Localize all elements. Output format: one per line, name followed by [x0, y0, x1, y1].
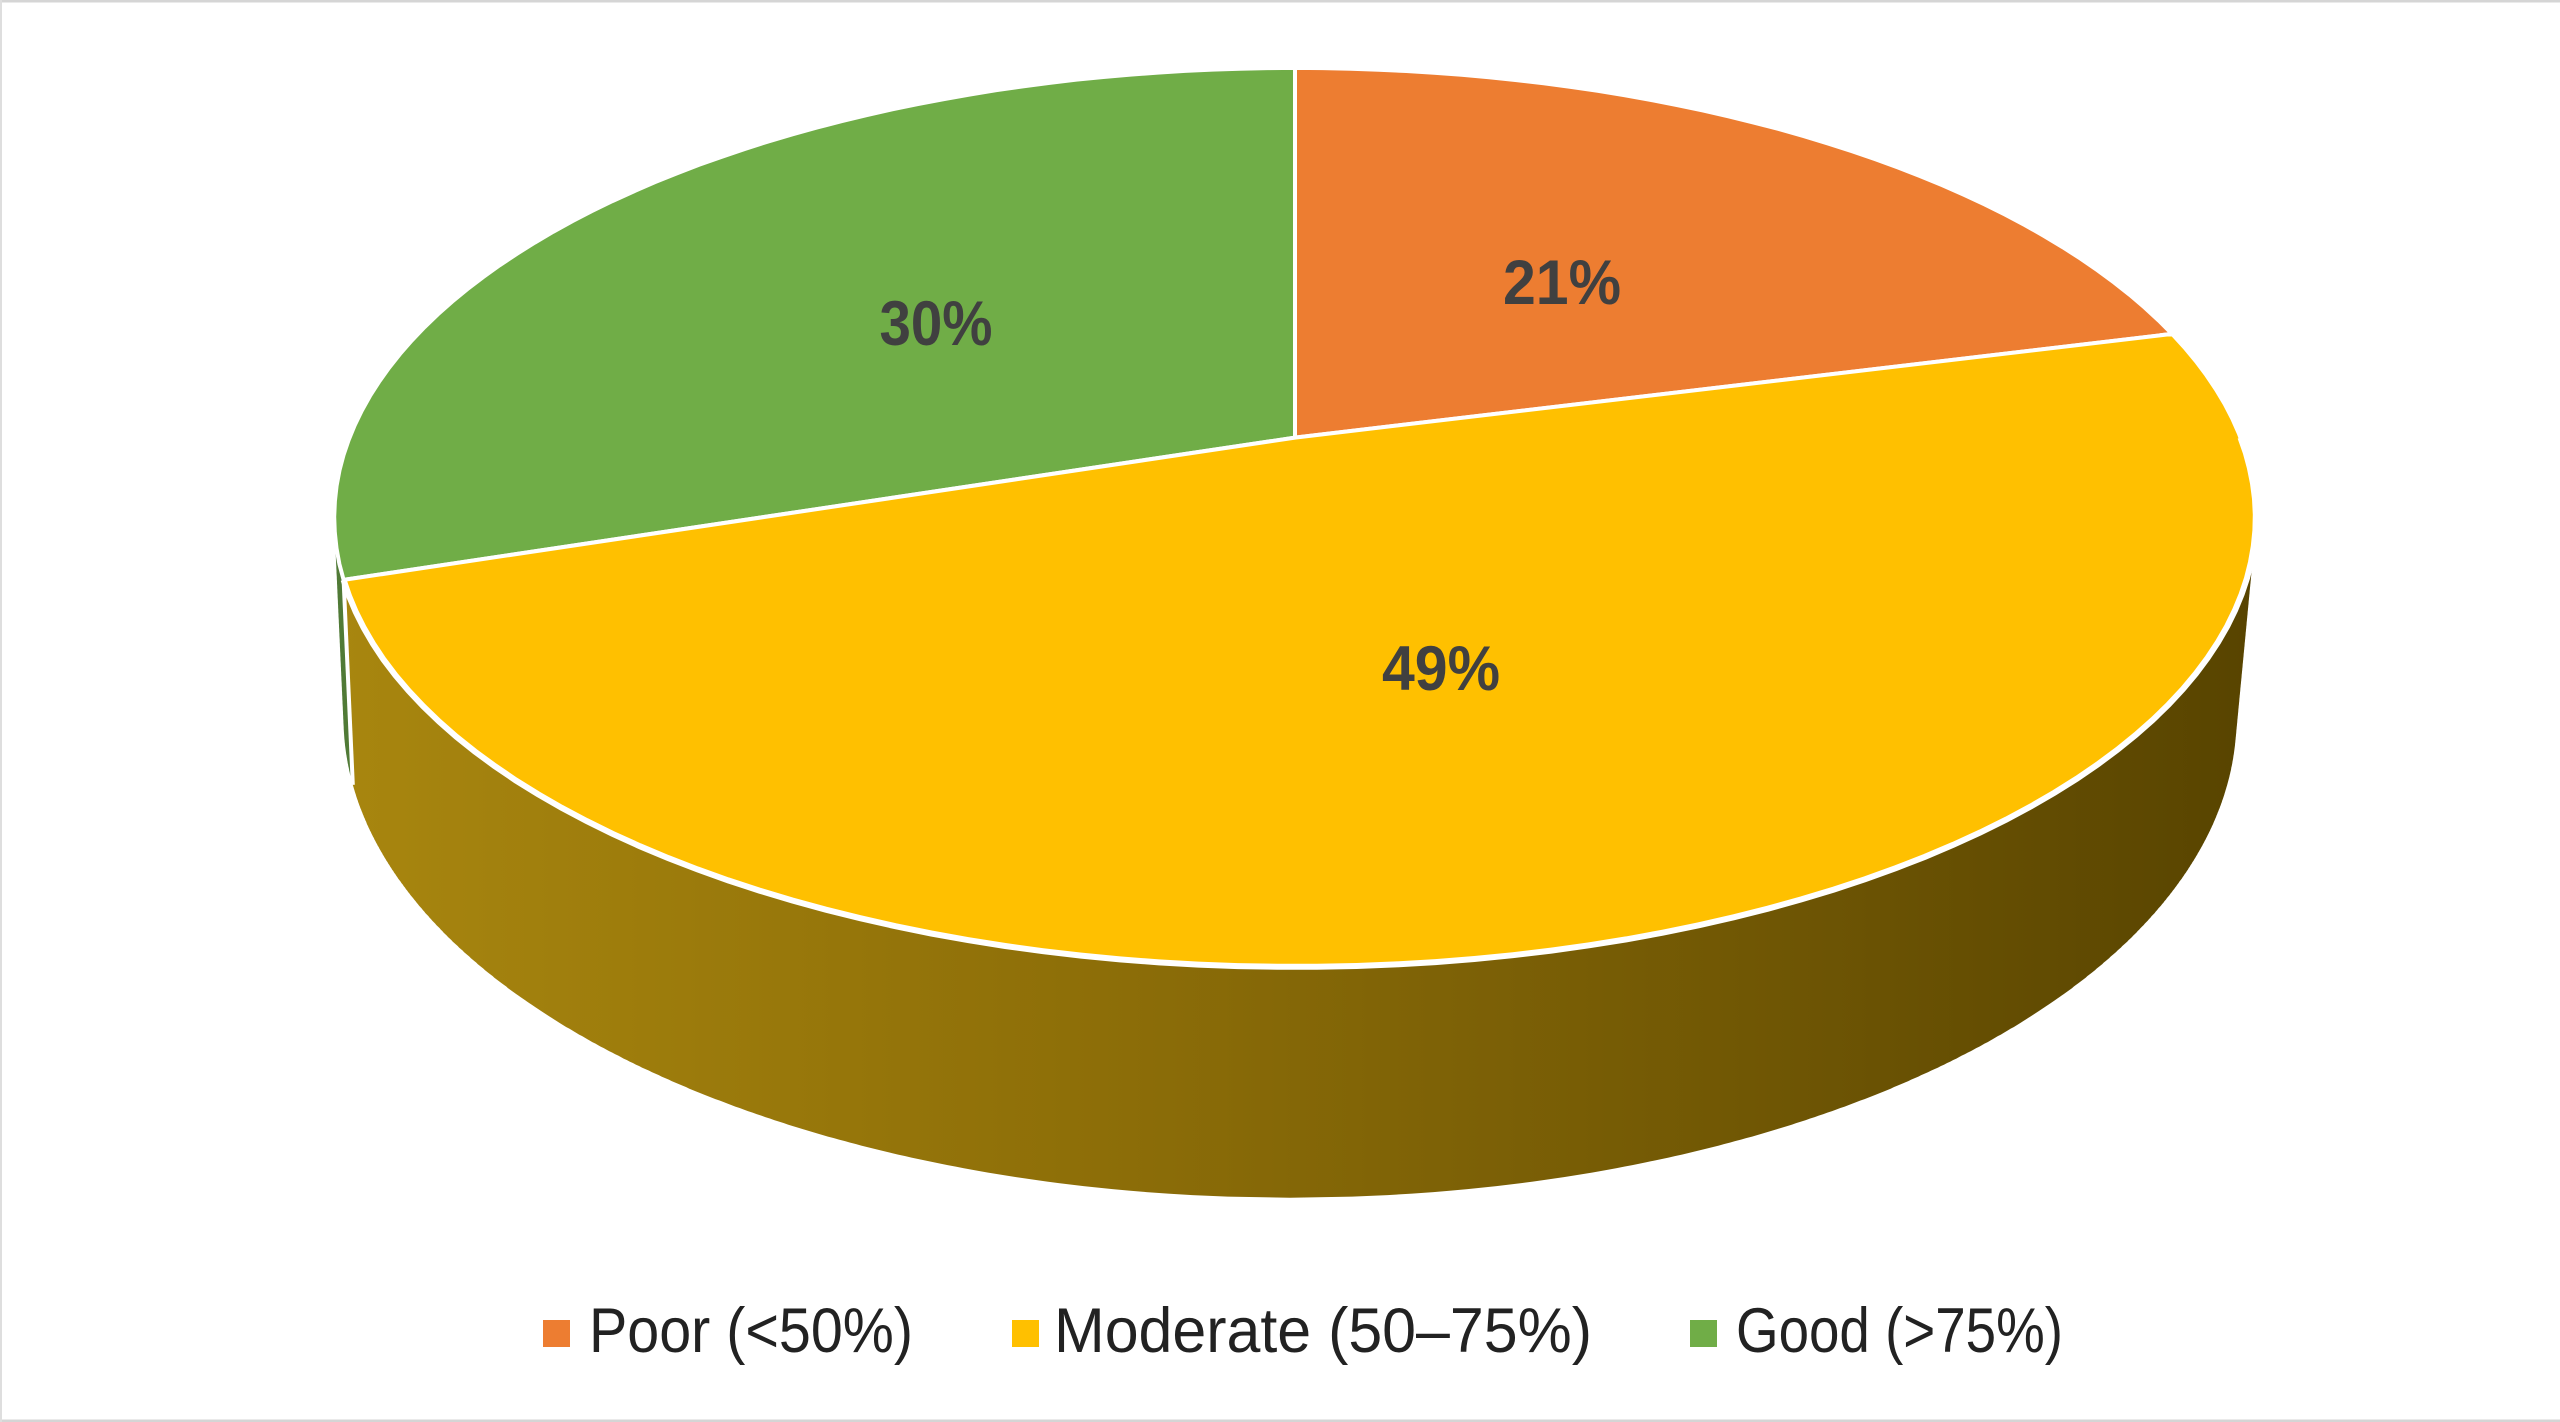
svg-text:Poor (<50%): Poor (<50%): [589, 1296, 913, 1366]
svg-text:21%: 21%: [1503, 248, 1621, 318]
svg-text:Good (>75%): Good (>75%): [1736, 1296, 2063, 1366]
svg-text:49%: 49%: [1382, 634, 1500, 704]
svg-text:30%: 30%: [880, 289, 993, 359]
svg-text:Moderate (50–75%): Moderate (50–75%): [1054, 1296, 1592, 1366]
